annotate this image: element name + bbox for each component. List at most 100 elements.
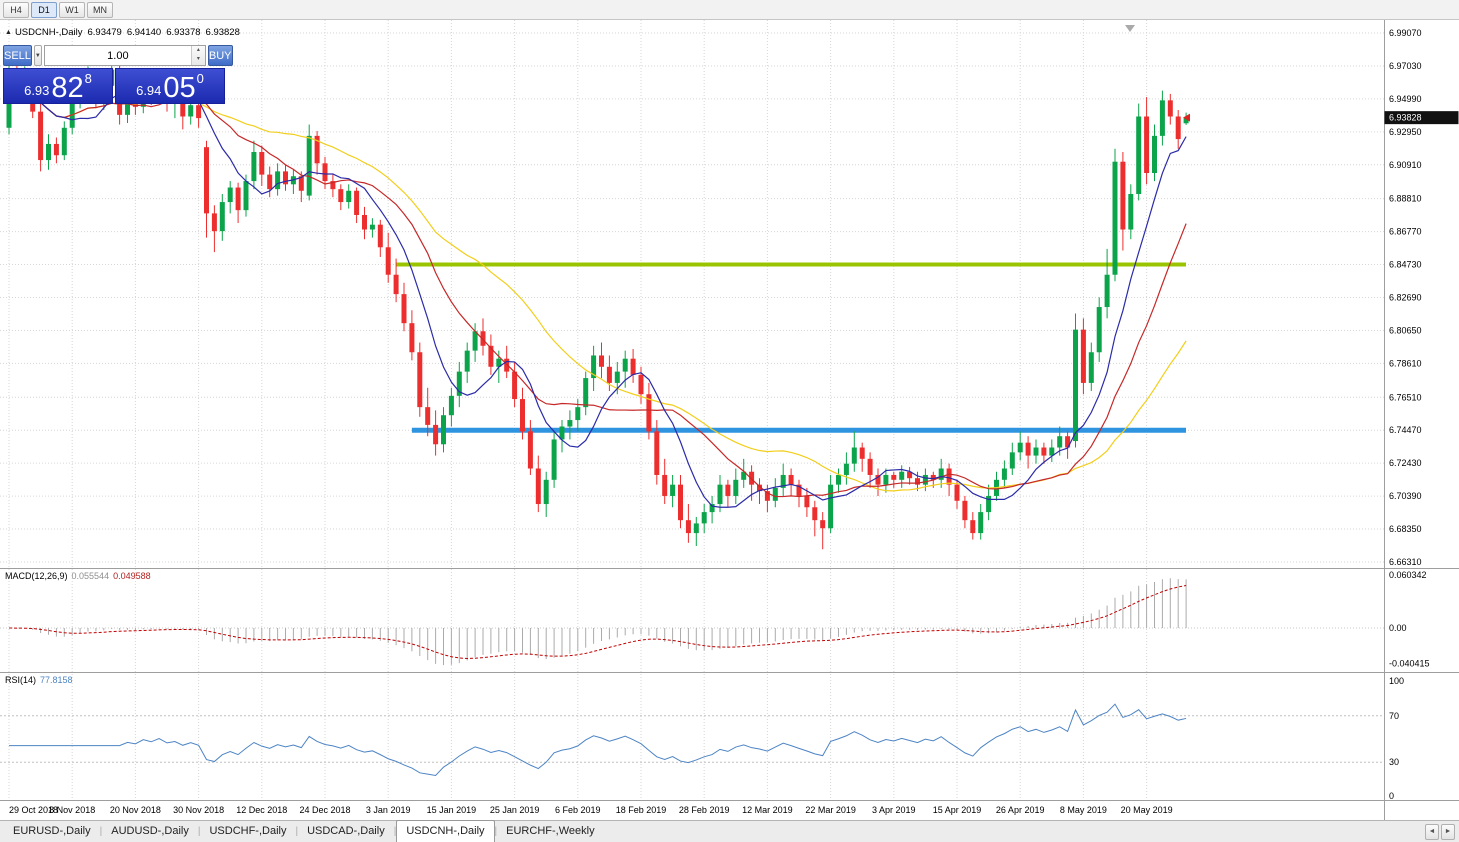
timeframe-w1[interactable]: W1 <box>59 1 85 18</box>
tab-separator: | <box>494 826 498 837</box>
rsi-value: 77.8158 <box>40 675 73 685</box>
current-price-badge <box>1384 111 1459 125</box>
spin-up-icon[interactable]: ▴ <box>196 47 200 53</box>
timeframe-mn[interactable]: MN <box>87 1 113 18</box>
svg-text:6.66310: 6.66310 <box>1389 557 1422 567</box>
svg-text:6.97030: 6.97030 <box>1389 61 1422 71</box>
volume-dropdown-button[interactable]: ▼ <box>33 45 42 66</box>
support-resistance-lines[interactable] <box>396 262 1186 433</box>
sell-price-point: 8 <box>84 71 92 86</box>
svg-text:0: 0 <box>1389 791 1394 801</box>
macd-label: MACD(12,26,9) 0.055544 0.049588 <box>5 571 151 581</box>
svg-text:12 Mar 2019: 12 Mar 2019 <box>742 805 793 815</box>
moving-averages-layer <box>8 75 1187 508</box>
buy-button[interactable]: BUY <box>207 45 233 66</box>
svg-text:6.80650: 6.80650 <box>1389 325 1422 335</box>
tab-usdcnh-daily[interactable]: USDCNH-,Daily <box>396 820 495 842</box>
svg-text:20 Nov 2018: 20 Nov 2018 <box>110 805 161 815</box>
svg-text:6.93828: 6.93828 <box>1389 113 1422 123</box>
last-price-arrow-icon <box>1183 113 1190 122</box>
ohlc-close: 6.93828 <box>205 27 240 38</box>
tab-separator: | <box>393 826 397 837</box>
buy-price-point: 0 <box>196 71 204 86</box>
svg-text:0.00: 0.00 <box>1389 623 1407 633</box>
pane-dividers[interactable] <box>0 20 1459 820</box>
svg-text:15 Apr 2019: 15 Apr 2019 <box>933 805 982 815</box>
tab-scroll: ◄ ► <box>1425 823 1459 840</box>
buy-price-button[interactable]: 6.94 05 0 <box>115 68 225 104</box>
svg-text:6.70390: 6.70390 <box>1389 491 1422 501</box>
timeframe-d1[interactable]: D1 <box>31 1 57 18</box>
svg-text:24 Dec 2018: 24 Dec 2018 <box>299 805 350 815</box>
svg-text:6.84730: 6.84730 <box>1389 260 1422 270</box>
svg-text:0.060342: 0.060342 <box>1389 570 1427 580</box>
tab-eurusd-daily[interactable]: EURUSD-,Daily <box>13 825 91 837</box>
svg-text:25 Jan 2019: 25 Jan 2019 <box>490 805 540 815</box>
tab-eurchf-weekly[interactable]: EURCHF-,Weekly <box>506 825 595 837</box>
tab-usdchf-daily[interactable]: USDCHF-,Daily <box>209 825 287 837</box>
svg-text:12 Dec 2018: 12 Dec 2018 <box>236 805 287 815</box>
ohlc-high: 6.94140 <box>126 27 162 38</box>
sell-price-pips: 82 <box>51 72 84 105</box>
tab-scroll-right-icon[interactable]: ► <box>1441 823 1455 840</box>
chevron-down-icon: ▼ <box>34 52 41 59</box>
chart-shift-icon[interactable] <box>1125 25 1135 32</box>
svg-text:8 Nov 2018: 8 Nov 2018 <box>49 805 95 815</box>
svg-text:18 Feb 2019: 18 Feb 2019 <box>616 805 667 815</box>
rsi-label: RSI(14) 77.8158 <box>5 675 73 685</box>
svg-text:-0.040415: -0.040415 <box>1389 658 1430 668</box>
svg-text:6.74470: 6.74470 <box>1389 425 1422 435</box>
chart-symbol-label: USDCNH-,Daily <box>14 27 83 38</box>
svg-text:100: 100 <box>1389 676 1404 686</box>
timeframe-h4[interactable]: H4 <box>3 1 29 18</box>
tab-separator: | <box>295 826 299 837</box>
chart-canvas[interactable]: 6.99070 6.97030 6.94990 6.92950 6.90910 6.888… <box>0 20 1459 820</box>
tab-usdcad-daily[interactable]: USDCAD-,Daily <box>307 825 385 837</box>
svg-text:8 May 2019: 8 May 2019 <box>1060 805 1107 815</box>
svg-text:30 Nov 2018: 30 Nov 2018 <box>173 805 224 815</box>
svg-text:6.82690: 6.82690 <box>1389 293 1422 303</box>
svg-text:6 Feb 2019: 6 Feb 2019 <box>555 805 601 815</box>
spin-down-icon[interactable]: ▾ <box>196 56 200 62</box>
tab-separator: | <box>197 826 201 837</box>
collapse-trade-panel-icon[interactable]: ▲ <box>5 29 12 36</box>
sell-button[interactable]: SELL <box>3 45 32 66</box>
ohlc-low: 6.93378 <box>166 27 201 38</box>
volume-stepper[interactable]: ▴ ▾ <box>190 46 205 65</box>
svg-text:6.99070: 6.99070 <box>1389 28 1422 38</box>
one-click-trading-panel: SELL ▼ ▴ ▾ BUY 6.93 82 8 6.9 <box>3 45 233 104</box>
price-axis[interactable]: 6.99070 6.97030 6.94990 6.92950 6.90910 6.888… <box>1389 28 1430 801</box>
svg-text:6.88810: 6.88810 <box>1389 194 1422 204</box>
svg-text:6.94990: 6.94990 <box>1389 94 1422 104</box>
tab-audusd-daily[interactable]: AUDUSD-,Daily <box>111 825 189 837</box>
svg-text:3 Jan 2019: 3 Jan 2019 <box>366 805 411 815</box>
svg-text:6.68350: 6.68350 <box>1389 524 1422 534</box>
sell-price-button[interactable]: 6.93 82 8 <box>3 68 113 104</box>
volume-input[interactable] <box>44 46 191 65</box>
timeframe-toolbar: H4 D1 W1 MN <box>0 0 1459 20</box>
chart-window: 6.99070 6.97030 6.94990 6.92950 6.90910 6.888… <box>0 20 1459 820</box>
svg-text:15 Jan 2019: 15 Jan 2019 <box>427 805 477 815</box>
svg-text:29 Oct 2018: 29 Oct 2018 <box>9 805 58 815</box>
buy-price-pips: 05 <box>163 72 196 105</box>
svg-text:22 Mar 2019: 22 Mar 2019 <box>805 805 856 815</box>
markers-layer <box>1125 25 1190 122</box>
svg-text:6.78610: 6.78610 <box>1389 358 1422 368</box>
rsi-pane <box>9 703 1187 777</box>
candles-layer <box>6 56 1189 550</box>
svg-text:28 Feb 2019: 28 Feb 2019 <box>679 805 730 815</box>
svg-text:26 Apr 2019: 26 Apr 2019 <box>996 805 1045 815</box>
svg-text:6.76510: 6.76510 <box>1389 392 1422 402</box>
svg-text:30: 30 <box>1389 757 1399 767</box>
volume-field: ▴ ▾ <box>43 45 206 66</box>
svg-text:20 May 2019: 20 May 2019 <box>1121 805 1173 815</box>
macd-signal-value: 0.049588 <box>113 571 151 581</box>
sell-price-main: 6.93 <box>24 83 50 98</box>
buy-price-main: 6.94 <box>136 83 162 98</box>
tab-scroll-left-icon[interactable]: ◄ <box>1425 823 1439 840</box>
macd-value: 0.055544 <box>71 571 110 581</box>
tab-separator: | <box>99 826 103 837</box>
chart-title: ▲ USDCNH-,Daily 6.93479 6.94140 6.93378 6.938… <box>5 27 240 38</box>
